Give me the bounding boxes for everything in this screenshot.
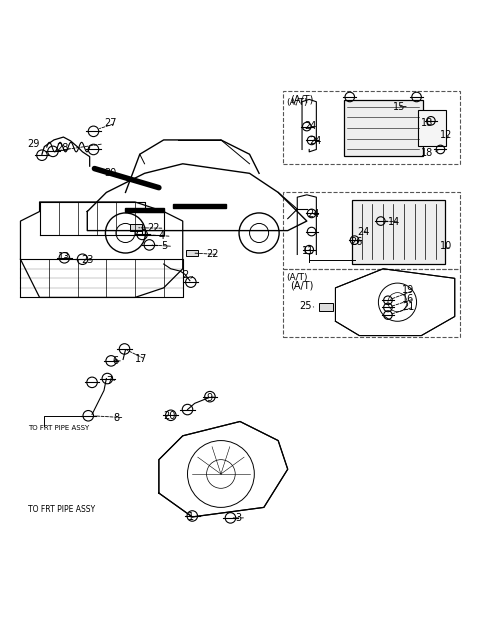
Text: 18: 18 — [421, 118, 433, 128]
Text: TO FRT PIPE ASSY: TO FRT PIPE ASSY — [28, 425, 89, 431]
Text: 25: 25 — [300, 301, 312, 311]
Bar — [130, 224, 142, 231]
Text: 5: 5 — [161, 241, 168, 251]
FancyBboxPatch shape — [352, 199, 445, 264]
Text: 24: 24 — [307, 209, 319, 219]
Text: 22: 22 — [147, 223, 159, 233]
Text: (A/T): (A/T) — [286, 98, 308, 107]
Text: 2: 2 — [183, 270, 189, 280]
Text: 22: 22 — [206, 249, 219, 260]
Text: 20: 20 — [164, 411, 176, 421]
Polygon shape — [125, 208, 164, 211]
Text: 7: 7 — [107, 376, 113, 386]
Text: 24: 24 — [309, 136, 322, 146]
Text: 23: 23 — [82, 255, 94, 265]
Text: 6: 6 — [113, 356, 119, 366]
Text: (A/T): (A/T) — [286, 273, 308, 282]
Text: 26: 26 — [350, 237, 362, 247]
Text: 29: 29 — [28, 139, 40, 149]
Text: 11: 11 — [302, 246, 314, 256]
Text: 13: 13 — [58, 252, 70, 262]
Text: 21: 21 — [402, 302, 415, 312]
Text: 1: 1 — [188, 512, 193, 522]
Polygon shape — [173, 204, 226, 208]
Text: 30: 30 — [104, 168, 116, 179]
Text: 24: 24 — [304, 121, 317, 130]
Bar — [319, 303, 333, 311]
Text: 9: 9 — [206, 392, 213, 403]
Text: (A/T): (A/T) — [290, 94, 313, 104]
Text: 14: 14 — [388, 217, 400, 227]
Text: 18: 18 — [421, 148, 433, 158]
Text: 10: 10 — [441, 241, 453, 251]
Text: 3: 3 — [235, 513, 241, 523]
Text: 17: 17 — [135, 354, 147, 365]
Text: 12: 12 — [441, 130, 453, 140]
Text: 19: 19 — [402, 285, 415, 295]
Text: 28: 28 — [56, 143, 69, 153]
Text: 15: 15 — [393, 101, 405, 111]
FancyBboxPatch shape — [344, 100, 423, 156]
Text: 16: 16 — [402, 294, 415, 304]
Text: 24: 24 — [357, 227, 369, 237]
Text: (A/T): (A/T) — [290, 280, 313, 291]
FancyBboxPatch shape — [418, 110, 446, 146]
Text: 4: 4 — [159, 231, 165, 241]
Text: 27: 27 — [104, 118, 117, 128]
Bar — [186, 249, 198, 256]
Text: 8: 8 — [114, 413, 120, 423]
Text: TO FRT PIPE ASSY: TO FRT PIPE ASSY — [28, 505, 95, 514]
